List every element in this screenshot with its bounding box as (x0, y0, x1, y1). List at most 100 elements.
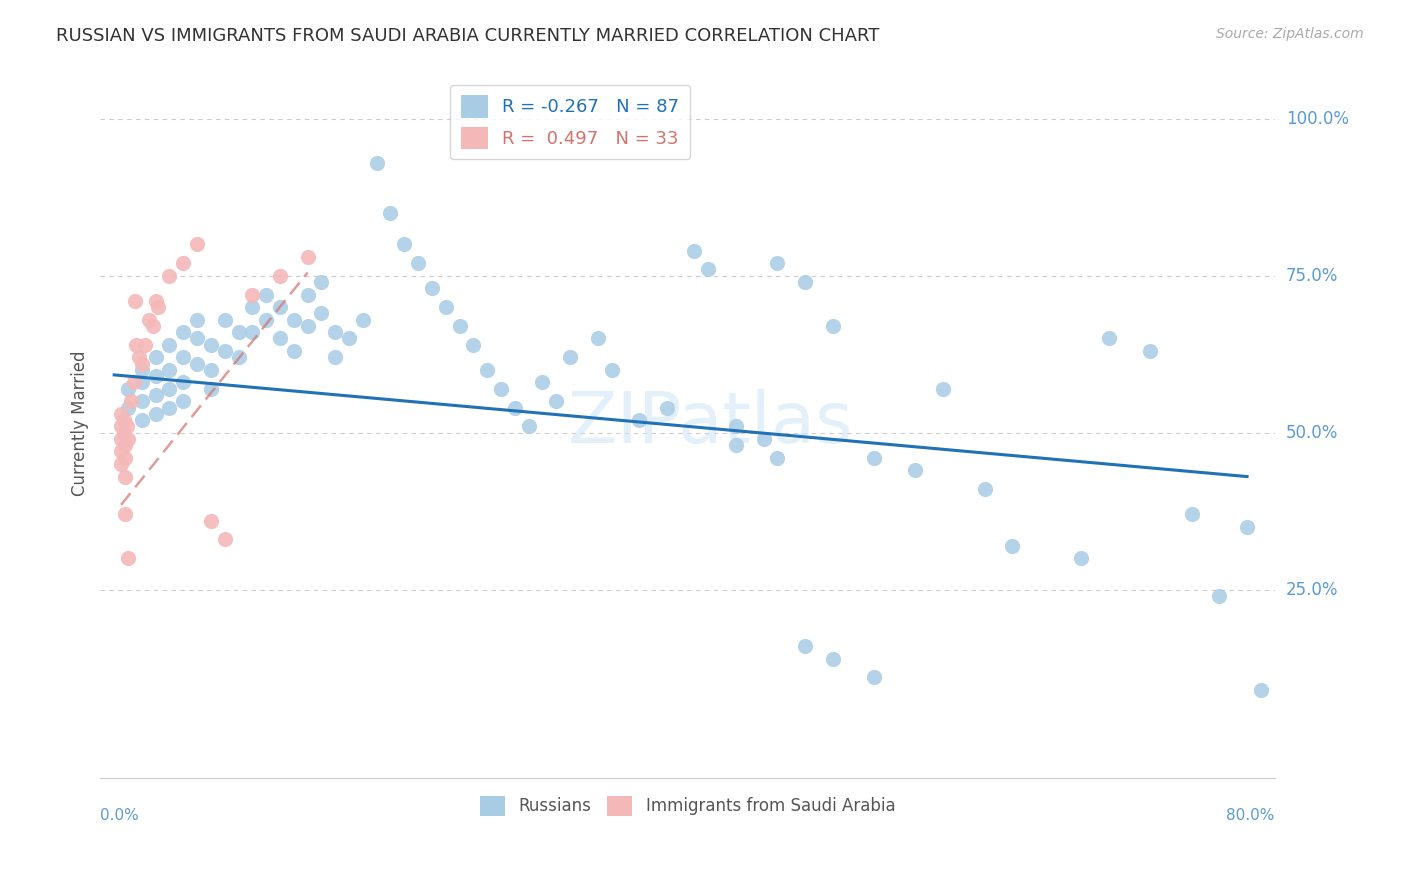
Point (697, 262, 720, 277)
Point (172, 351, 194, 365)
Point (186, 237, 208, 252)
Point (159, 337, 181, 351)
Point (586, 331, 609, 345)
Point (380, 206, 402, 220)
Point (420, 281, 443, 295)
Legend: Russians, Immigrants from Saudi Arabia: Russians, Immigrants from Saudi Arabia (472, 789, 903, 822)
Point (434, 300, 457, 314)
Point (269, 268, 291, 283)
Point (114, 438, 136, 452)
Point (110, 419, 132, 434)
Point (477, 363, 499, 377)
Point (517, 419, 540, 434)
Point (766, 256, 789, 270)
Point (821, 651, 844, 665)
Point (131, 394, 153, 409)
Point (142, 318, 165, 333)
Point (406, 256, 429, 270)
Point (117, 401, 139, 415)
Point (269, 300, 291, 314)
Point (283, 312, 305, 326)
Point (904, 463, 927, 477)
Point (186, 357, 208, 371)
Point (863, 671, 886, 685)
Point (200, 363, 222, 377)
Point (228, 325, 250, 339)
Point (214, 344, 236, 359)
Point (311, 306, 333, 320)
Point (200, 514, 222, 528)
Point (134, 337, 156, 351)
Point (752, 432, 775, 446)
Point (546, 394, 568, 409)
Point (145, 293, 167, 308)
Point (1070, 551, 1092, 566)
Point (114, 508, 136, 522)
Point (214, 533, 236, 547)
Point (138, 312, 160, 326)
Point (124, 293, 146, 308)
Point (254, 287, 277, 301)
Point (463, 337, 485, 351)
Point (228, 351, 250, 365)
Point (1098, 331, 1121, 345)
Point (112, 413, 135, 427)
Point (159, 363, 181, 377)
Point (186, 312, 208, 326)
Point (200, 337, 222, 351)
Point (240, 325, 263, 339)
Point (240, 300, 263, 314)
Point (366, 155, 388, 169)
Point (131, 363, 153, 377)
Point (125, 337, 148, 351)
Point (112, 425, 135, 440)
Point (531, 376, 554, 390)
Point (122, 376, 145, 390)
Point (449, 318, 471, 333)
Point (352, 312, 374, 326)
Point (117, 551, 139, 566)
Point (110, 432, 132, 446)
Point (283, 344, 305, 359)
Point (172, 394, 194, 409)
Text: 80.0%: 80.0% (1226, 808, 1275, 823)
Point (115, 419, 138, 434)
Point (114, 450, 136, 465)
Text: 25.0%: 25.0% (1286, 581, 1339, 599)
Point (489, 382, 512, 396)
Point (145, 369, 167, 384)
Point (159, 401, 181, 415)
Y-axis label: Currently Married: Currently Married (72, 351, 89, 496)
Point (311, 275, 333, 289)
Point (240, 287, 263, 301)
Point (159, 382, 181, 396)
Point (254, 312, 277, 326)
Point (114, 469, 136, 483)
Text: RUSSIAN VS IMMIGRANTS FROM SAUDI ARABIA CURRENTLY MARRIED CORRELATION CHART: RUSSIAN VS IMMIGRANTS FROM SAUDI ARABIA … (56, 27, 880, 45)
Point (628, 413, 651, 427)
Point (724, 438, 747, 452)
Point (973, 482, 995, 496)
Point (932, 382, 955, 396)
Point (110, 407, 132, 421)
Point (1208, 589, 1230, 603)
Point (1250, 683, 1272, 698)
Point (148, 300, 170, 314)
Point (394, 237, 416, 252)
Point (200, 382, 222, 396)
Point (172, 376, 194, 390)
Point (145, 388, 167, 402)
Point (110, 444, 132, 458)
Point (766, 450, 789, 465)
Point (1139, 344, 1161, 359)
Point (297, 318, 319, 333)
Point (128, 351, 150, 365)
Point (503, 401, 526, 415)
Point (323, 351, 346, 365)
Point (683, 244, 706, 258)
Point (297, 250, 319, 264)
Point (863, 450, 886, 465)
Text: ZIPatlas: ZIPatlas (568, 389, 853, 458)
Point (145, 351, 167, 365)
Text: 100.0%: 100.0% (1286, 110, 1348, 128)
